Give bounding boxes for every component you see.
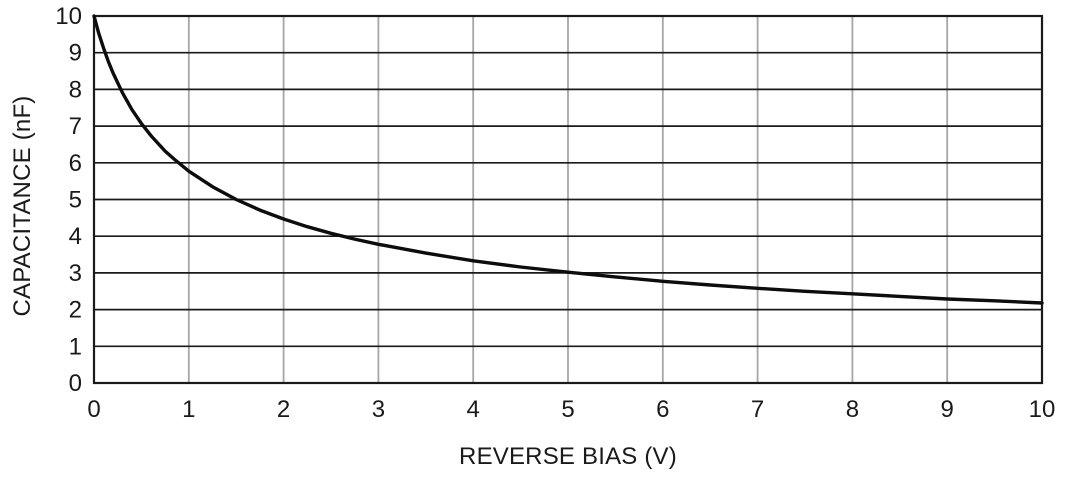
x-axis-title: REVERSE BIAS (V)	[459, 443, 677, 470]
plot-border	[92, 14, 1044, 385]
x-tick-label: 8	[846, 396, 859, 423]
y-tick-label: 0	[69, 370, 82, 397]
y-tick-label: 8	[69, 76, 82, 103]
y-tick-label: 2	[69, 297, 82, 324]
x-tick-label: 1	[182, 396, 195, 423]
x-tick-label: 5	[561, 396, 574, 423]
x-tick-label: 0	[87, 396, 100, 423]
x-tick-label: 10	[1029, 396, 1056, 423]
y-tick-label: 5	[69, 187, 82, 214]
x-tick-label: 3	[372, 396, 385, 423]
y-tick-label: 9	[69, 40, 82, 67]
x-axis-tick-labels: 0 1 2 3 4 5 6 7 8 9 10	[87, 396, 1055, 423]
y-tick-label: 1	[69, 333, 82, 360]
y-tick-label: 4	[69, 223, 82, 250]
x-tick-label: 2	[277, 396, 290, 423]
x-tick-label: 7	[751, 396, 764, 423]
y-tick-label: 6	[69, 150, 82, 177]
y-tick-label: 10	[55, 3, 82, 30]
x-tick-label: 6	[656, 396, 669, 423]
horizontal-gridlines	[94, 51, 1042, 348]
capacitance-curve	[92, 14, 1044, 305]
y-tick-label: 3	[69, 260, 82, 287]
x-tick-label: 4	[467, 396, 480, 423]
y-tick-label: 7	[69, 113, 82, 140]
y-axis-tick-labels: 0 1 2 3 4 5 6 7 8 9 10	[55, 3, 82, 397]
x-tick-label: 9	[941, 396, 954, 423]
